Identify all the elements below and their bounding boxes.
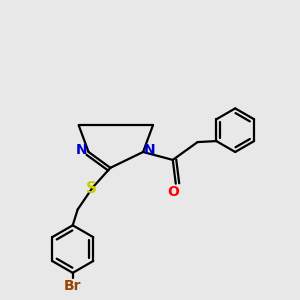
Text: N: N xyxy=(76,143,88,157)
Text: O: O xyxy=(167,184,179,199)
Text: N: N xyxy=(144,143,156,157)
Text: S: S xyxy=(86,181,97,196)
Text: Br: Br xyxy=(64,279,82,293)
